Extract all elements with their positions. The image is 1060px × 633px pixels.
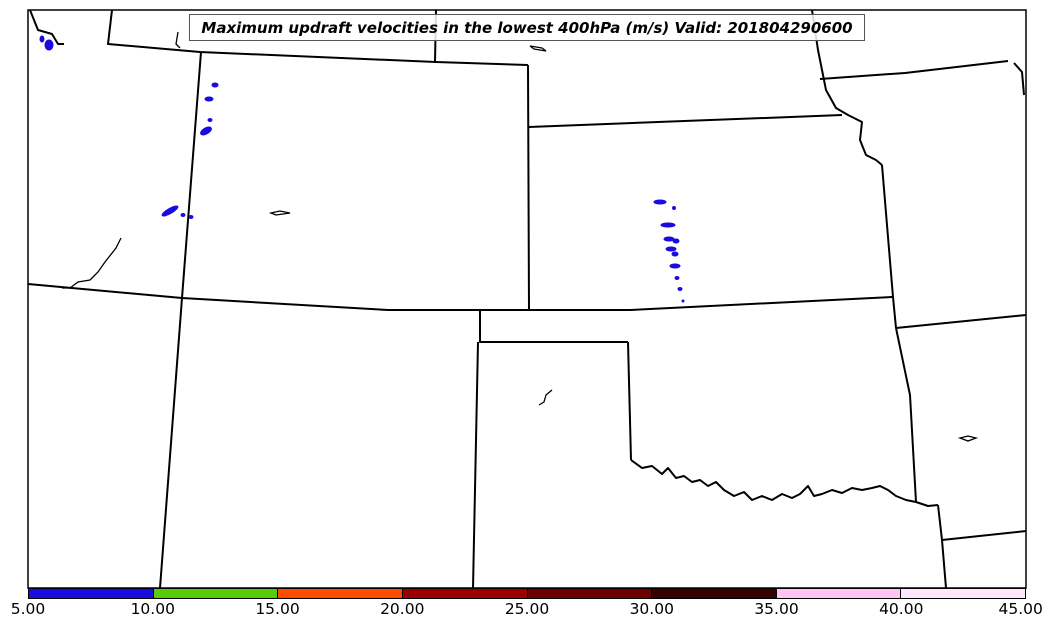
- map-title: Maximum updraft velocities in the lowest…: [189, 14, 865, 41]
- updraft-contours: [39, 35, 685, 303]
- colorbar-tick: 35.00: [754, 600, 799, 618]
- colorbar-segment-7: [776, 589, 902, 598]
- updraft-cell: [188, 215, 194, 219]
- lakes: [62, 31, 979, 442]
- updraft-cell: [665, 246, 677, 252]
- colorbar-tick: 45.00: [998, 600, 1043, 618]
- border-ia-north: [819, 60, 1009, 80]
- colorbar-tick: 20.00: [380, 600, 425, 618]
- lake-sd: [529, 45, 547, 52]
- state-borders: [27, 9, 1027, 589]
- border-wy-west: [159, 51, 202, 589]
- border-nm-west: [472, 341, 479, 589]
- updraft-cell: [669, 263, 681, 269]
- colorbar-tick: 30.00: [629, 600, 674, 618]
- map-frame: [27, 9, 1027, 589]
- updraft-cell: [44, 39, 54, 51]
- updraft-cell: [672, 206, 676, 210]
- lake-id-north: [175, 31, 181, 49]
- great-salt-lake-outline: [62, 237, 122, 289]
- colorbar: [28, 588, 1026, 599]
- border-ok-panhandle: [627, 341, 632, 461]
- border-co-ne-ks-east-of-wy: [527, 64, 530, 311]
- colorbar-tick: 40.00: [879, 600, 924, 618]
- colorbar-segment-5: [527, 589, 653, 598]
- updraft-cell: [681, 299, 685, 303]
- border-ne-north: [528, 114, 843, 128]
- colorbar-segment-2: [153, 589, 279, 598]
- border-ok-east: [895, 327, 917, 503]
- updraft-cell: [663, 236, 675, 242]
- colorbar-tick: 15.00: [255, 600, 300, 618]
- updraft-cell: [207, 118, 213, 122]
- updraft-cell: [161, 205, 179, 217]
- lake-nm: [538, 389, 553, 406]
- border-ks-mo-lat: [895, 314, 1027, 329]
- border-ar-la: [941, 530, 1027, 541]
- updraft-cell: [653, 199, 667, 205]
- updraft-cell: [674, 276, 680, 280]
- updraft-cell: [180, 213, 186, 217]
- lake-ar: [957, 435, 979, 442]
- border-ne-ks-east: [881, 164, 897, 329]
- coast-west-lake: [29, 9, 64, 45]
- updraft-cell: [672, 238, 680, 244]
- colorbar-segment-8: [901, 589, 1025, 598]
- border-red-river: [630, 459, 939, 507]
- updraft-cell: [39, 35, 45, 43]
- border-missouri-river: [811, 9, 883, 166]
- reservoir-wy: [268, 210, 291, 216]
- colorbar-segment-6: [652, 589, 777, 598]
- updraft-cell: [677, 287, 683, 291]
- colorbar-tick: 5.00: [10, 600, 46, 618]
- colorbar-segment-1: [29, 589, 154, 598]
- border-mississippi: [1013, 62, 1025, 96]
- border-co-nm: [479, 310, 628, 343]
- colorbar-segment-4: [402, 589, 528, 598]
- colorbar-tick: 25.00: [504, 600, 550, 618]
- updraft-cell: [671, 251, 679, 257]
- updraft-cell: [200, 126, 212, 136]
- colorbar-tick: 10.00: [130, 600, 175, 618]
- colorbar-segment-3: [278, 589, 403, 598]
- updraft-cell: [211, 82, 219, 88]
- updraft-cell: [204, 96, 214, 102]
- border-ar-tx: [937, 504, 947, 589]
- updraft-cell: [660, 222, 676, 228]
- border-ut-co-lat: [27, 283, 893, 311]
- colorbar-ticks: 5.00 10.00 15.00 20.00 25.00 30.00 35.00…: [11, 600, 1043, 624]
